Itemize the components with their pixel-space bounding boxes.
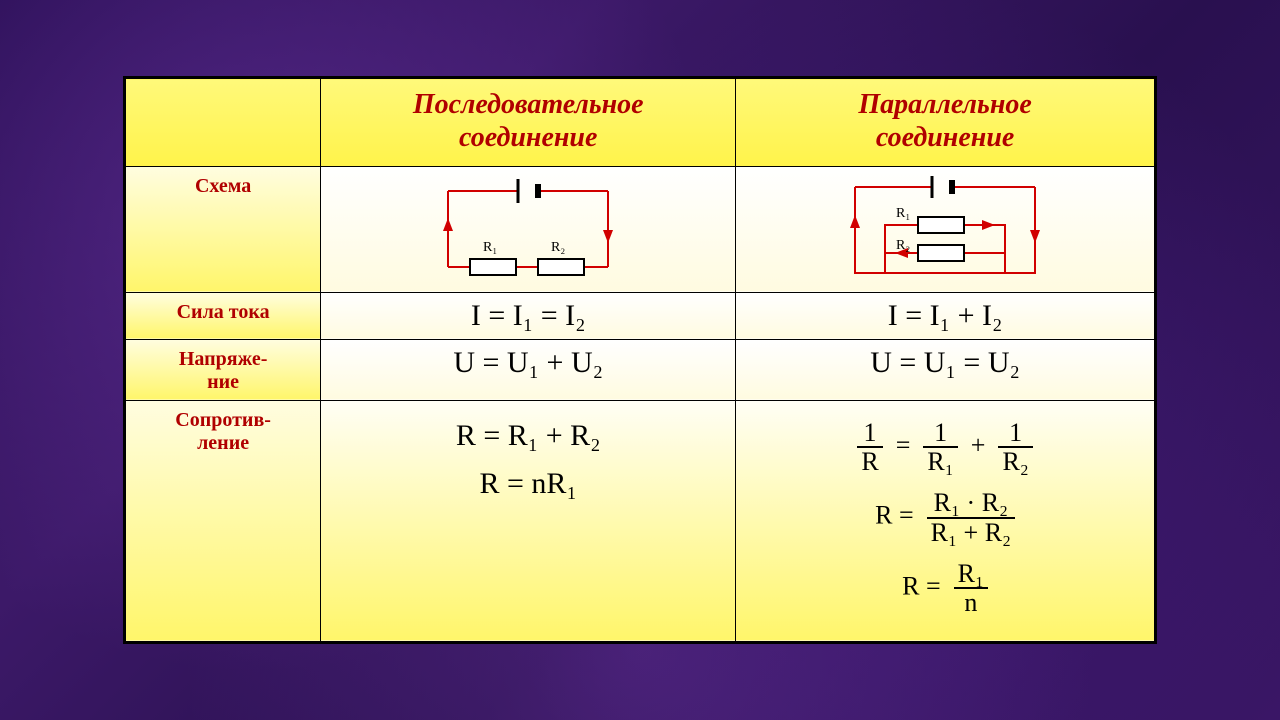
table: Последовательноесоединение Параллельноес… xyxy=(125,78,1155,641)
label-schema: Схема xyxy=(126,166,321,292)
parallel-circuit-icon: R₁ R₂ xyxy=(800,173,1090,288)
comparison-table: Последовательноесоединение Параллельноес… xyxy=(123,76,1157,643)
label-resistance: Сопротив-ление xyxy=(126,400,321,641)
row-resistance: Сопротив-ление R = R₁ + R₂ R = nR₁ 1R = … xyxy=(126,400,1155,641)
series-voltage: U = U₁ + U₂ xyxy=(321,339,736,400)
header-parallel: Параллельноесоединение xyxy=(736,79,1155,166)
row-schema: Схема R₁ R₂ xyxy=(126,166,1155,292)
r1-label: R₁ xyxy=(483,240,497,255)
header-series: Последовательноесоединение xyxy=(321,79,736,166)
r2-label: R₂ xyxy=(896,238,910,253)
label-current: Сила тока xyxy=(126,292,321,339)
series-circuit-icon: R₁ R₂ xyxy=(398,173,658,288)
parallel-R-frac1: 1R = 1R₁ + 1R₂ xyxy=(857,419,1033,476)
parallel-resistance: 1R = 1R₁ + 1R₂ R = R₁ · R₂R₁ + R₂ R = R₁… xyxy=(736,400,1155,641)
parallel-voltage: U = U₁ = U₂ xyxy=(736,339,1155,400)
series-resistance: R = R₁ + R₂ R = nR₁ xyxy=(321,400,736,641)
header-row: Последовательноесоединение Параллельноес… xyxy=(126,79,1155,166)
row-current: Сила тока I = I₁ = I₂ I = I₁ + I₂ xyxy=(126,292,1155,339)
schema-series: R₁ R₂ xyxy=(321,166,736,292)
r1-label: R₁ xyxy=(896,206,910,221)
header-empty xyxy=(126,79,321,166)
series-current: I = I₁ = I₂ xyxy=(321,292,736,339)
r2-label: R₂ xyxy=(551,240,565,255)
parallel-current: I = I₁ + I₂ xyxy=(736,292,1155,339)
schema-parallel: R₁ R₂ xyxy=(736,166,1155,292)
parallel-R-frac2: R = R₁ · R₂R₁ + R₂ xyxy=(875,489,1015,546)
parallel-R-frac3: R = R₁n xyxy=(902,560,988,617)
row-voltage: Напряже-ние U = U₁ + U₂ U = U₁ = U₂ xyxy=(126,339,1155,400)
label-voltage: Напряже-ние xyxy=(126,339,321,400)
